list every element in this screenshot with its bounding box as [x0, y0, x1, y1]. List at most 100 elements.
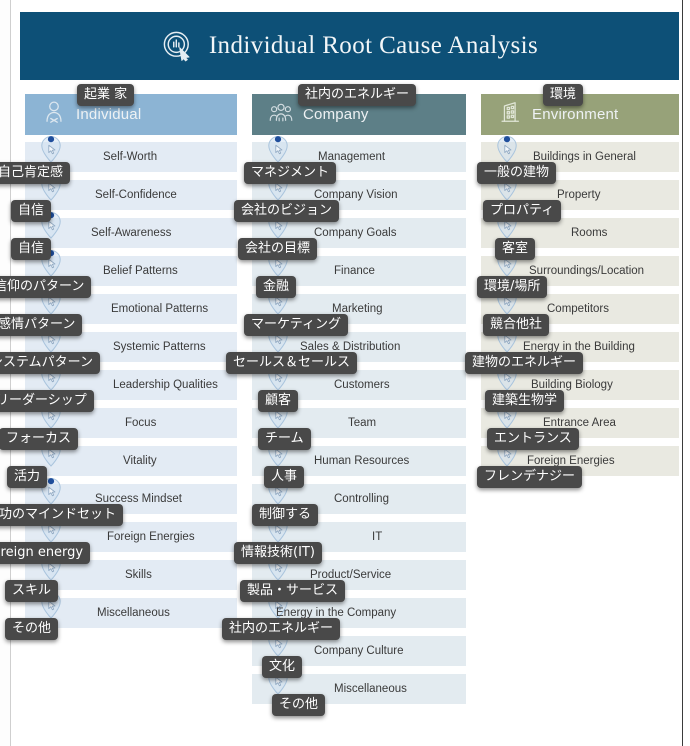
analysis-row[interactable]: Entrance Area エントランス	[481, 401, 679, 450]
analysis-row[interactable]: Buildings in General 一般の建物	[477, 135, 679, 184]
analysis-row-label: Buildings in General	[533, 151, 636, 163]
analysis-row[interactable]: Energy in the Company 社内のエネルギー	[222, 591, 466, 640]
analysis-row-label: Success Mindset	[95, 493, 182, 505]
analysis-row[interactable]: Competitors 競合他社	[481, 287, 679, 336]
analysis-row[interactable]: Product/Service 製品・サービス	[240, 553, 466, 602]
analysis-row[interactable]: Controlling 制御する	[252, 477, 466, 526]
analysis-row-tooltip: 自信	[11, 200, 52, 222]
analysis-row[interactable]: IT 情報技術(IT)	[234, 515, 466, 564]
analysis-row[interactable]: Marketing マーケティング	[244, 287, 466, 336]
analysis-row-label: Miscellaneous	[334, 683, 407, 695]
analysis-row[interactable]: Management マネジメント	[244, 135, 466, 184]
analysis-row-tooltip: 感情パターン	[0, 314, 83, 336]
analysis-row-label: Energy in the Building	[523, 341, 635, 353]
column-header-environment[interactable]: Environment 環境	[481, 84, 679, 135]
row-list-environment: Buildings in General 一般の建物 Property プロパティ Ro…	[465, 135, 679, 488]
analysis-row[interactable]: Miscellaneous その他	[5, 591, 237, 640]
person-icon	[41, 99, 67, 130]
analysis-row-tooltip: 制御する	[252, 504, 319, 526]
app-title-bar: Individual Root Cause Analysis	[20, 12, 679, 80]
row-list-individual: Self-Worth 自己肯定感 Self-Confidence 自信 Self-Awa…	[0, 135, 237, 640]
analysis-row[interactable]: Self-Awareness 自信	[11, 211, 237, 260]
analysis-row-label: Building Biology	[531, 379, 613, 391]
analysis-row-tooltip: その他	[5, 618, 59, 640]
analysis-row-label: Competitors	[547, 303, 609, 315]
analysis-row[interactable]: Miscellaneous その他	[252, 667, 466, 716]
analysis-row-tooltip: 一般の建物	[477, 162, 557, 184]
analysis-row[interactable]: Rooms 客室	[481, 211, 679, 260]
column-header-label-company: Company	[303, 106, 369, 123]
analysis-row[interactable]: Customers 顧客	[252, 363, 466, 412]
analysis-row-label: Company Goals	[314, 227, 397, 239]
analysis-row-tooltip: エントランス	[487, 428, 579, 450]
analysis-row-tooltip: マーケティング	[244, 314, 348, 336]
map-pin-icon	[264, 134, 292, 164]
analysis-search-icon	[161, 29, 195, 63]
analysis-row-label: Miscellaneous	[97, 607, 170, 619]
analysis-row[interactable]: Company Culture 文化	[252, 629, 466, 678]
analysis-row-tooltip: セールス＆セールス	[226, 352, 358, 374]
analysis-row[interactable]: Belief Patterns 信仰のパターン	[0, 249, 237, 298]
tooltip-header-individual: 起業 家	[77, 84, 135, 106]
column-header-individual[interactable]: Individual 起業 家	[25, 84, 237, 135]
analysis-row-tooltip: 信仰のパターン	[0, 276, 92, 298]
analysis-row[interactable]: Leadership Qualities リーダーシップ	[0, 363, 237, 412]
analysis-row-label: Self-Awareness	[91, 227, 172, 239]
analysis-row-tooltip: 成功のマインドセット	[0, 504, 124, 526]
analysis-row[interactable]: Success Mindset成功のマインドセット	[0, 477, 237, 526]
analysis-row[interactable]: Skills スキル	[5, 553, 237, 602]
analysis-row-label: Focus	[125, 417, 157, 429]
analysis-row-tooltip: プロパティ	[483, 200, 562, 222]
analysis-row-label: Human Resources	[314, 455, 410, 467]
analysis-row[interactable]: Self-Worth 自己肯定感	[0, 135, 237, 184]
analysis-row-tooltip: リーダーシップ	[0, 390, 94, 412]
analysis-row-label: Rooms	[571, 227, 608, 239]
analysis-row-tooltip: 製品・サービス	[240, 580, 346, 602]
analysis-row[interactable]: Emotional Patterns 感情パターン	[0, 287, 237, 336]
analysis-row-label: Self-Confidence	[95, 189, 177, 201]
analysis-row-label: Finance	[334, 265, 375, 277]
analysis-row[interactable]: Focus フォーカス	[0, 401, 237, 450]
analysis-row-tooltip: 会社のビジョン	[234, 200, 340, 222]
group-people-icon	[268, 99, 294, 130]
analysis-row-tooltip: 建築生物学	[485, 390, 565, 412]
right-gutter	[682, 0, 690, 746]
analysis-row[interactable]: Finance 金融	[252, 249, 466, 298]
analysis-row[interactable]: Team チーム	[252, 401, 466, 450]
analysis-row-tooltip: チーム	[258, 428, 311, 450]
analysis-row-label: Management	[318, 151, 386, 163]
analysis-row[interactable]: Systemic Patterns システムパターン	[0, 325, 237, 374]
analysis-row-label: IT	[372, 531, 383, 543]
analysis-row[interactable]: Surroundings/Location 環境/場所	[477, 249, 679, 298]
analysis-row-label: Team	[348, 417, 377, 429]
analysis-row-label: Skills	[125, 569, 152, 581]
analysis-row[interactable]: Energy in the Building 建物のエネルギー	[465, 325, 679, 374]
analysis-row-label: Self-Worth	[103, 151, 158, 163]
analysis-row[interactable]: Property プロパティ	[481, 173, 679, 222]
analysis-row-tooltip: foreign energy	[0, 542, 91, 564]
analysis-row-tooltip: 文化	[262, 656, 303, 678]
analysis-row-label: Belief Patterns	[103, 265, 178, 277]
analysis-row[interactable]: Company Vision 会社のビジョン	[234, 173, 466, 222]
analysis-row-tooltip: マネジメント	[244, 162, 337, 184]
analysis-row[interactable]: Foreign Energies フレンデナジー	[477, 439, 679, 488]
analysis-row-tooltip: 自信	[11, 238, 52, 260]
analysis-row-label: Customers	[334, 379, 390, 391]
analysis-row-tooltip: 情報技術(IT)	[234, 542, 322, 564]
analysis-row[interactable]: Human Resources 人事	[252, 439, 466, 488]
analysis-row-label: Surroundings/Location	[529, 265, 645, 277]
analysis-row-tooltip: 顧客	[258, 390, 299, 412]
analysis-row[interactable]: Foreign Energies foreign energy	[0, 515, 237, 564]
analysis-row[interactable]: Self-Confidence 自信	[11, 173, 237, 222]
analysis-row-tooltip: 客室	[495, 238, 536, 260]
analysis-row[interactable]: Company Goals 会社の目標	[238, 211, 466, 260]
map-pin-icon	[37, 134, 65, 164]
analysis-row[interactable]: Building Biology 建築生物学	[481, 363, 679, 412]
analysis-row[interactable]: Sales & Distribution セールス＆セールス	[226, 325, 466, 374]
analysis-row-label: Vitality	[123, 455, 157, 467]
column-environment: Environment 環境 Buildings in General 一般の建物…	[465, 84, 679, 488]
analysis-row[interactable]: Vitality 活力	[7, 439, 237, 488]
column-header-company[interactable]: Company 社内のエネルギー	[252, 84, 466, 135]
analysis-row-label: Entrance Area	[543, 417, 616, 429]
